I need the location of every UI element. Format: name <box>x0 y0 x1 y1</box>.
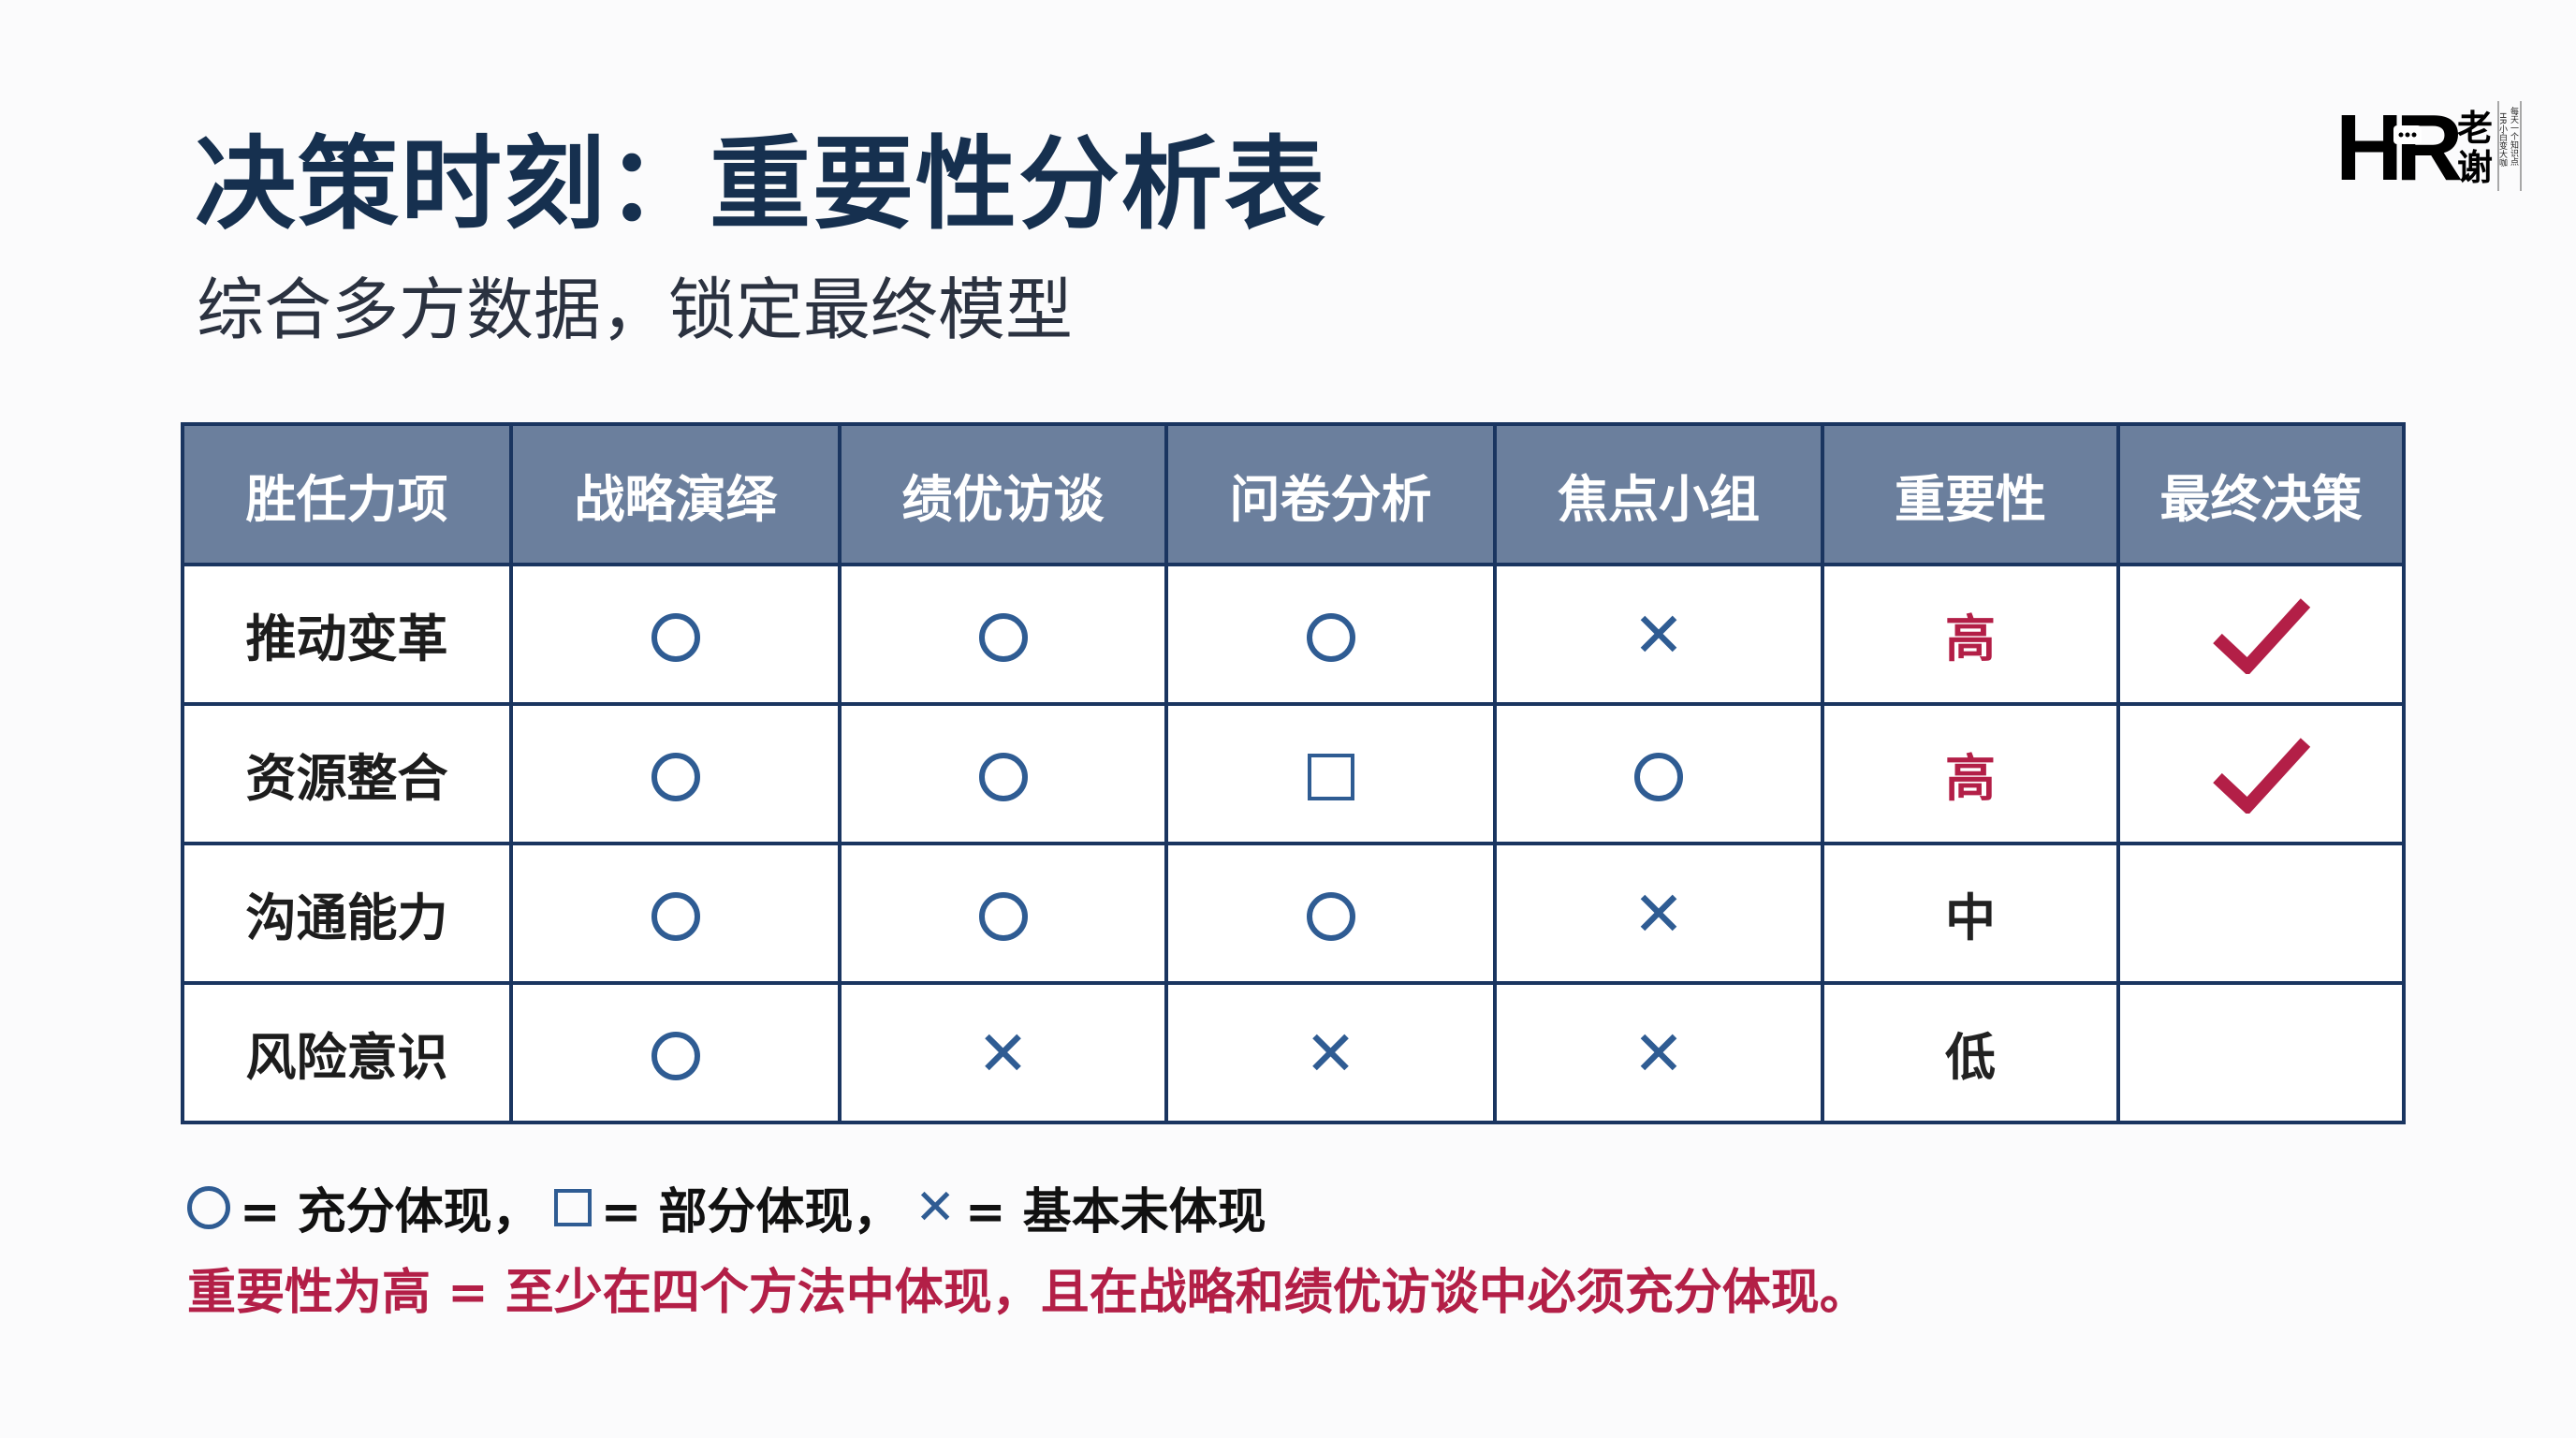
circle-icon <box>1306 892 1355 942</box>
final-decision-cell <box>2116 842 2406 985</box>
column-header-focus-group: 焦点小组 <box>1493 422 1824 566</box>
method-cell-full <box>509 981 842 1124</box>
method-cell-full <box>509 842 842 985</box>
importance-table: 胜任力项 战略演绎 绩优访谈 问卷分析 焦点小组 重要性 最终决策 推动变革 ✕ 高… <box>181 422 2406 1124</box>
circle-icon <box>1306 613 1355 663</box>
method-cell-none: ✕ <box>1493 563 1824 706</box>
method-cell-partial <box>1164 702 1497 845</box>
circle-icon <box>651 892 700 942</box>
column-header-interview: 绩优访谈 <box>838 422 1168 566</box>
svg-text:HR小白变大咖: HR小白变大咖 <box>2497 112 2508 168</box>
method-cell-full <box>838 563 1168 706</box>
column-header-competency: 胜任力项 <box>181 422 513 566</box>
svg-text:谢: 谢 <box>2457 147 2493 188</box>
cross-icon: ✕ <box>1304 1017 1357 1090</box>
competency-cell: 推动变革 <box>181 563 513 706</box>
method-cell-none: ✕ <box>1493 981 1824 1124</box>
svg-text:HR: HR <box>2335 95 2462 197</box>
importance-cell: 中 <box>1821 842 2120 985</box>
page-title: 决策时刻：重要性分析表 <box>195 126 1328 243</box>
method-cell-full <box>509 563 842 706</box>
method-cell-full <box>1164 563 1497 706</box>
circle-icon <box>187 1185 230 1229</box>
method-cell-none: ✕ <box>838 981 1168 1124</box>
checkmark-icon <box>2212 737 2310 815</box>
column-header-survey: 问卷分析 <box>1164 422 1497 566</box>
method-cell-full <box>838 842 1168 985</box>
column-header-importance: 重要性 <box>1821 422 2120 566</box>
svg-text:每天一个知识点: 每天一个知识点 <box>2509 106 2519 167</box>
table-row: 风险意识 ✕ ✕ ✕ 低 <box>181 981 2406 1124</box>
method-cell-full <box>1164 842 1497 985</box>
competency-cell: 风险意识 <box>181 981 513 1124</box>
competency-cell: 沟通能力 <box>181 842 513 985</box>
circle-icon <box>978 613 1028 663</box>
square-icon <box>553 1188 592 1226</box>
checkmark-icon <box>2212 597 2310 676</box>
column-header-final-decision: 最终决策 <box>2116 422 2406 566</box>
page-subtitle: 综合多方数据，锁定最终模型 <box>197 271 1074 349</box>
method-cell-full <box>509 702 842 845</box>
final-decision-cell <box>2116 702 2406 845</box>
circle-icon <box>651 1032 700 1081</box>
final-decision-cell <box>2116 563 2406 706</box>
cross-icon: ✕ <box>1632 877 1685 950</box>
method-cell-none: ✕ <box>1164 981 1497 1124</box>
svg-text:老: 老 <box>2457 108 2493 149</box>
competency-cell: 资源整合 <box>181 702 513 845</box>
cross-icon: ✕ <box>915 1179 956 1236</box>
legend-full: = 充分体现， <box>240 1184 541 1240</box>
circle-icon <box>978 892 1028 942</box>
table-row: 资源整合 高 <box>181 702 2406 845</box>
circle-icon <box>651 613 700 663</box>
table-header-row: 胜任力项 战略演绎 绩优访谈 问卷分析 焦点小组 重要性 最终决策 <box>181 422 2406 566</box>
cross-icon: ✕ <box>976 1017 1030 1090</box>
column-header-strategy: 战略演绎 <box>509 422 842 566</box>
legend-partial: = 部分体现， <box>600 1184 902 1240</box>
importance-cell: 高 <box>1821 702 2120 845</box>
table-row: 推动变革 ✕ 高 <box>181 563 2406 706</box>
table-row: 沟通能力 ✕ 中 <box>181 842 2406 985</box>
circle-icon <box>651 753 700 802</box>
cross-icon: ✕ <box>1632 598 1685 671</box>
cross-icon: ✕ <box>1632 1017 1685 1090</box>
importance-cell: 高 <box>1821 563 2120 706</box>
importance-rule-note: 重要性为高 = 至少在四个方法中体现，且在战略和绩优访谈中必须充分体现。 <box>187 1265 1868 1321</box>
method-cell-full <box>838 702 1168 845</box>
hr-laoxie-logo: HR 老 谢 HR小白变大咖 每天一个知识点 <box>2335 95 2522 197</box>
final-decision-cell <box>2116 981 2406 1124</box>
circle-icon <box>1634 753 1683 802</box>
square-icon <box>1307 754 1354 801</box>
circle-icon <box>978 753 1028 802</box>
legend: = 充分体现， = 部分体现， ✕ = 基本未体现 <box>187 1172 1266 1242</box>
importance-cell: 低 <box>1821 981 2120 1124</box>
method-cell-full <box>1493 702 1824 845</box>
legend-none: = 基本未体现 <box>964 1184 1266 1240</box>
method-cell-none: ✕ <box>1493 842 1824 985</box>
